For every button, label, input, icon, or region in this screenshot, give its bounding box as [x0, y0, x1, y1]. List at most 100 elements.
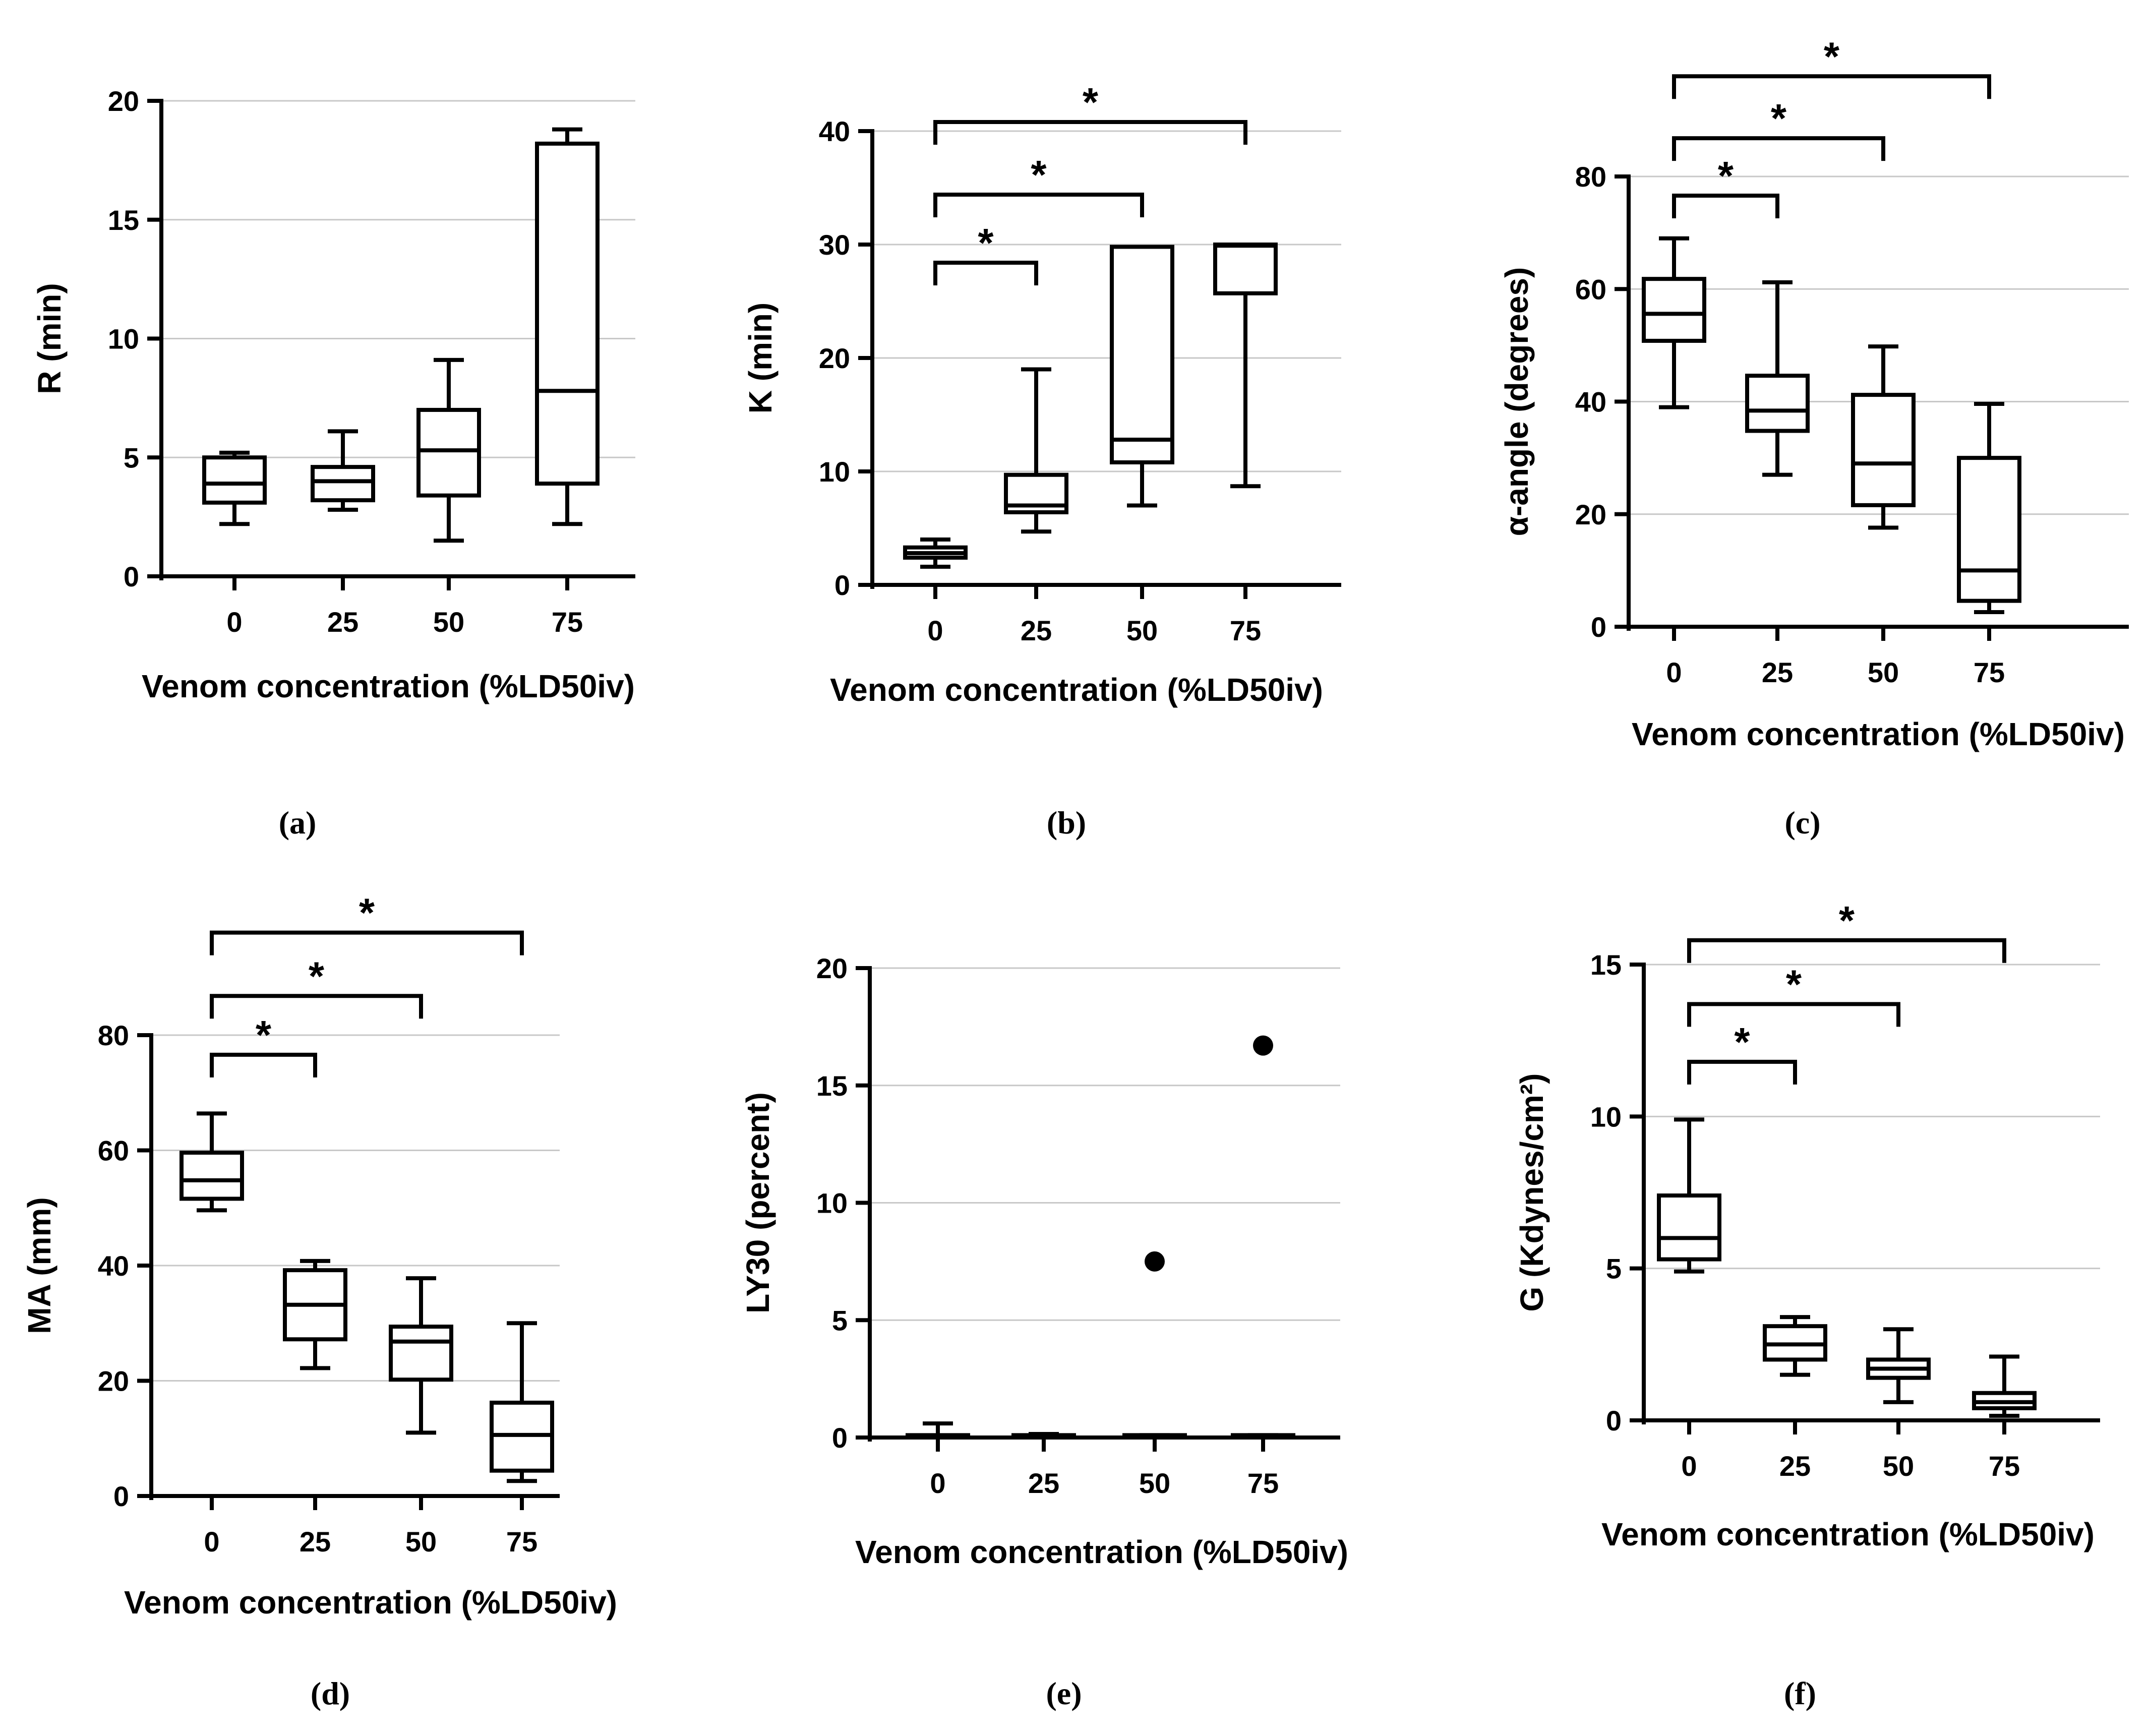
- box-75: [1972, 1354, 2037, 1418]
- panel-c: 0 20 40 60 80 0 25 50 75 * * * α-angle (degrees) Veno…: [1499, 34, 2129, 841]
- significance-bracket: [1687, 938, 2006, 963]
- y-tick-label: 0: [832, 1422, 848, 1454]
- significance-star: *: [978, 220, 994, 265]
- x-axis-label: Venom concentration (%LD50iv): [1632, 716, 2125, 752]
- y-tick-label: 5: [124, 442, 139, 473]
- significance-star: *: [309, 953, 325, 998]
- x-tick-label: 75: [506, 1526, 538, 1558]
- box-25: [1004, 367, 1068, 534]
- significance-bracket: [1687, 1059, 1797, 1085]
- box-iqr: [1657, 1193, 1721, 1262]
- x-tick-label: 0: [204, 1526, 219, 1558]
- y-tick-label: 0: [834, 569, 850, 601]
- panel-e: 0 5 10 15 20 0 25 50 75 LY30 (percent) Venom conce…: [740, 952, 1348, 1711]
- panel-f: 0 5 10 15 0 25 50 75 * * * G (Kdynes/cm²) Venom conc…: [1514, 898, 2100, 1711]
- significance-star: *: [1083, 80, 1099, 125]
- box-75: [1231, 1433, 1295, 1440]
- x-tick-label: 50: [405, 1526, 437, 1558]
- panel-label: (d): [311, 1675, 350, 1711]
- box-25: [1011, 1432, 1076, 1440]
- box-iqr: [535, 141, 600, 486]
- x-tick-label: 0: [226, 606, 242, 638]
- outlier-point: [1253, 1035, 1273, 1056]
- panel-a: 0 5 10 15 20 0 25 50 75 R (min) Venom concentratio…: [31, 85, 635, 841]
- significance-bracket: [933, 120, 1247, 145]
- x-tick-label: 50: [1883, 1450, 1914, 1482]
- y-axis-label: K (min): [742, 303, 779, 413]
- box-iqr: [1851, 393, 1916, 507]
- box-iqr: [1213, 243, 1278, 295]
- box-25: [311, 429, 375, 512]
- x-tick-label: 75: [1989, 1450, 2020, 1482]
- box-0: [1642, 236, 1706, 409]
- significance-star: *: [1734, 1020, 1750, 1064]
- box-iqr: [1957, 456, 2021, 603]
- significance-star: *: [359, 890, 375, 935]
- panel-label: (f): [1784, 1675, 1816, 1711]
- y-tick-label: 10: [816, 1187, 848, 1219]
- box-75: [490, 1321, 554, 1483]
- box-iqr: [180, 1151, 244, 1201]
- significance-bracket: [210, 994, 423, 1019]
- significance-bracket: [210, 1052, 317, 1077]
- y-tick-label: 20: [819, 342, 850, 374]
- x-tick-label: 50: [1139, 1467, 1170, 1499]
- x-tick-label: 25: [1028, 1467, 1059, 1499]
- box-50: [416, 357, 481, 543]
- x-tick-label: 25: [1762, 656, 1793, 688]
- x-tick-label: 0: [1681, 1450, 1697, 1482]
- x-tick-label: 0: [927, 615, 943, 646]
- panel-label: (b): [1047, 805, 1086, 841]
- box-75: [535, 127, 600, 526]
- x-tick-label: 50: [433, 606, 464, 638]
- panel-label: (e): [1046, 1675, 1082, 1711]
- x-axis-label: Venom concentration (%LD50iv): [124, 1584, 617, 1621]
- x-tick-label: 75: [552, 606, 583, 638]
- y-tick-label: 10: [1590, 1101, 1622, 1132]
- significance-star: *: [1031, 152, 1047, 197]
- x-axis-label: Venom concentration (%LD50iv): [855, 1534, 1348, 1570]
- outlier-point: [1145, 1251, 1165, 1272]
- box-75: [1213, 243, 1278, 489]
- box-iqr: [416, 407, 481, 498]
- x-tick-label: 25: [327, 606, 359, 638]
- significance-bracket: [933, 193, 1144, 217]
- y-tick-label: 20: [816, 952, 848, 984]
- y-tick-label: 30: [819, 229, 850, 261]
- significance-star: *: [256, 1012, 272, 1057]
- y-axis-label: LY30 (percent): [740, 1092, 776, 1313]
- y-tick-label: 20: [98, 1365, 129, 1397]
- significance-bracket: [1672, 136, 1885, 161]
- significance-bracket: [1672, 193, 1779, 218]
- box-iqr: [1110, 245, 1174, 464]
- box-0: [906, 1421, 970, 1440]
- panel-d: 0 20 40 60 80 0 25 50 75 * * * MA (mm) Venom concentr…: [21, 890, 617, 1711]
- x-tick-label: 75: [1230, 615, 1261, 646]
- y-tick-label: 40: [819, 115, 850, 147]
- significance-bracket: [933, 261, 1038, 285]
- x-axis-label: Venom concentration (%LD50iv): [1601, 1516, 2095, 1552]
- box-iqr: [389, 1325, 453, 1382]
- x-tick-label: 25: [1779, 1450, 1811, 1482]
- box-50: [1851, 344, 1916, 530]
- significance-bracket: [210, 930, 524, 955]
- y-tick-label: 10: [819, 456, 850, 488]
- x-tick-label: 0: [1666, 656, 1682, 688]
- box-50: [1110, 245, 1174, 508]
- x-tick-label: 75: [1247, 1467, 1279, 1499]
- significance-star: *: [1786, 962, 1802, 1006]
- significance-star: *: [1839, 898, 1855, 943]
- y-tick-label: 0: [113, 1480, 129, 1512]
- box-iqr: [202, 455, 267, 505]
- box-75: [1957, 401, 2021, 614]
- significance-star: *: [1771, 96, 1787, 141]
- y-tick-label: 20: [108, 85, 139, 117]
- x-tick-label: 75: [1974, 656, 2005, 688]
- x-axis-label: Venom concentration (%LD50iv): [830, 672, 1323, 708]
- box-25: [283, 1259, 347, 1370]
- box-iqr: [311, 465, 375, 503]
- significance-star: *: [1718, 153, 1734, 198]
- y-tick-label: 15: [816, 1070, 848, 1102]
- box-25: [1745, 280, 1810, 477]
